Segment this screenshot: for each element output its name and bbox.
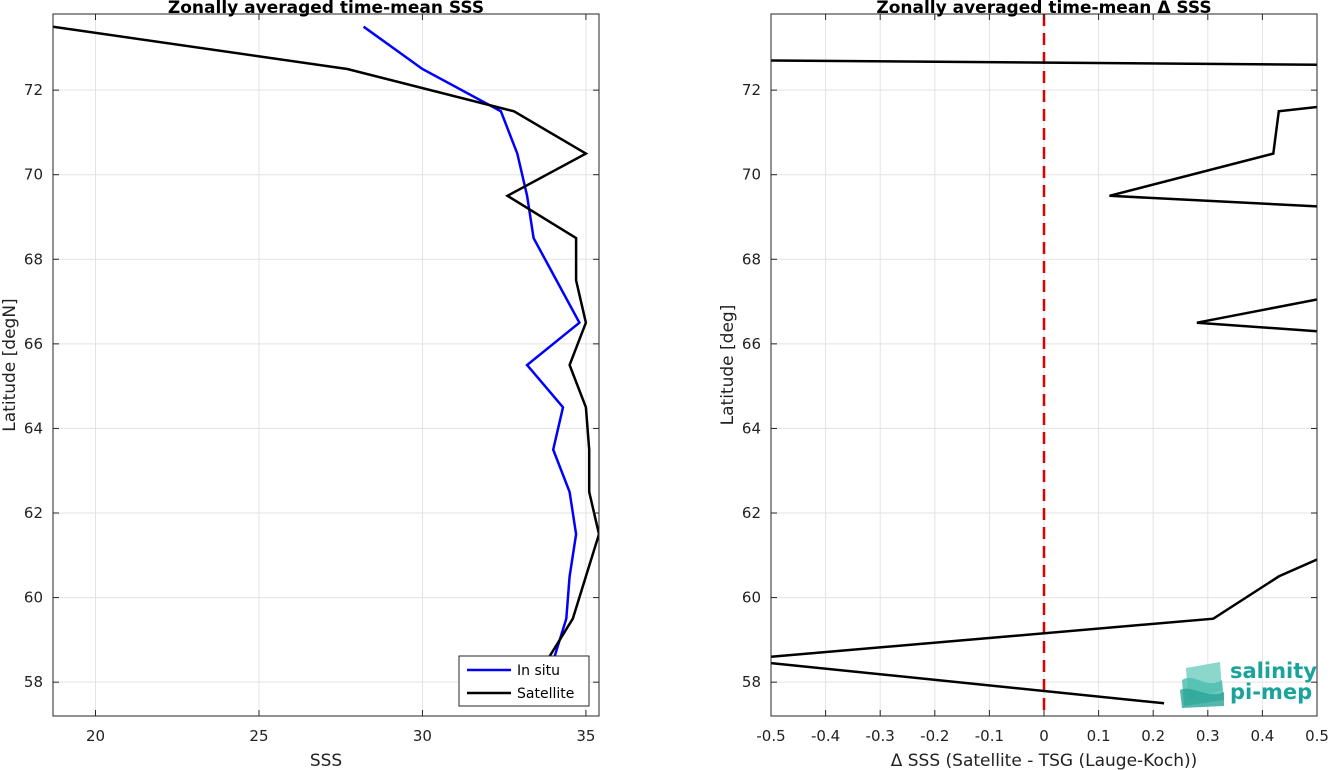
delta-sss-ticks: -0.5 -0.4 -0.3 -0.2 -0.1 0 0.1 0.2 0.3 0.4 0.5 58 60… xyxy=(742,14,1329,745)
y-tick-label: 70 xyxy=(24,166,43,184)
sss-grid xyxy=(53,14,599,716)
x-tick-label: 0.1 xyxy=(1087,727,1111,745)
y-tick-label: 70 xyxy=(742,166,761,184)
x-tick-label: -0.1 xyxy=(975,727,1004,745)
x-tick-label: -0.2 xyxy=(920,727,949,745)
y-tick-label: 58 xyxy=(742,673,761,691)
x-tick-label: -0.4 xyxy=(811,727,840,745)
logo-waves-icon xyxy=(1180,662,1224,708)
sss-axes-box xyxy=(52,13,600,717)
x-tick-label: -0.5 xyxy=(756,727,785,745)
y-tick-label: 62 xyxy=(24,504,43,522)
delta-sss-line xyxy=(771,661,1165,705)
y-tick-label: 66 xyxy=(24,335,43,353)
y-tick-label: 64 xyxy=(24,419,43,437)
delta-sss-series xyxy=(771,59,1317,705)
sss-chart-title: Zonally averaged time-mean SSS xyxy=(168,0,484,18)
x-tick-label: 0 xyxy=(1039,727,1049,745)
delta-sss-x-axis-label: Δ SSS (Satellite - TSG (Lauge-Koch)) xyxy=(891,751,1198,770)
sss-legend: In situ Satellite xyxy=(458,655,590,707)
x-tick-label: 0.4 xyxy=(1250,727,1274,745)
delta-sss-y-axis-label: Latitude [deg] xyxy=(718,305,738,426)
sss-panel: 20 25 30 35 58 60 62 64 66 68 70 72 Zonally average… xyxy=(0,0,600,770)
delta-sss-line xyxy=(1109,105,1317,208)
sss-ticks: 20 25 30 35 58 60 62 64 66 68 70 72 xyxy=(24,14,599,745)
delta-sss-panel: -0.5 -0.4 -0.3 -0.2 -0.1 0 0.1 0.2 0.3 0.4 0.5 58 60… xyxy=(718,0,1329,770)
legend-label-in-situ: In situ xyxy=(517,663,560,679)
y-tick-label: 68 xyxy=(24,250,43,268)
legend-label-satellite: Satellite xyxy=(517,686,574,702)
y-tick-label: 72 xyxy=(742,81,761,99)
x-tick-label: 35 xyxy=(576,727,595,745)
y-tick-label: 66 xyxy=(742,335,761,353)
y-tick-label: 68 xyxy=(742,250,761,268)
x-tick-label: 20 xyxy=(86,727,105,745)
y-tick-label: 64 xyxy=(742,419,761,437)
x-tick-label: -0.3 xyxy=(866,727,895,745)
y-tick-label: 58 xyxy=(24,673,43,691)
y-tick-label: 72 xyxy=(24,81,43,99)
x-tick-label: 0.2 xyxy=(1141,727,1165,745)
sss-plot-area xyxy=(53,14,599,716)
y-tick-label: 62 xyxy=(742,504,761,522)
sss-series xyxy=(53,25,599,705)
x-tick-label: 0.5 xyxy=(1305,727,1329,745)
logo-text-salinity: salinity xyxy=(1230,659,1317,683)
delta-sss-chart-title: Zonally averaged time-mean Δ SSS xyxy=(876,0,1211,18)
y-tick-label: 60 xyxy=(24,589,43,607)
logo-text-pi-mep: pi-mep xyxy=(1230,680,1312,704)
x-tick-label: 25 xyxy=(249,727,268,745)
sss-x-axis-label: SSS xyxy=(310,751,342,770)
delta-sss-line xyxy=(1196,298,1317,333)
delta-sss-line xyxy=(771,558,1317,659)
sss-y-axis-label: Latitude [degN] xyxy=(0,298,20,431)
salinity-pi-mep-logo: salinity pi-mep xyxy=(1180,659,1317,708)
series-line-satellite xyxy=(53,25,599,705)
series-line-in-situ xyxy=(362,25,581,705)
legend-box xyxy=(458,655,590,707)
delta-sss-line xyxy=(771,59,1317,66)
x-tick-label: 0.3 xyxy=(1196,727,1220,745)
x-tick-label: 30 xyxy=(413,727,432,745)
y-tick-label: 60 xyxy=(742,589,761,607)
